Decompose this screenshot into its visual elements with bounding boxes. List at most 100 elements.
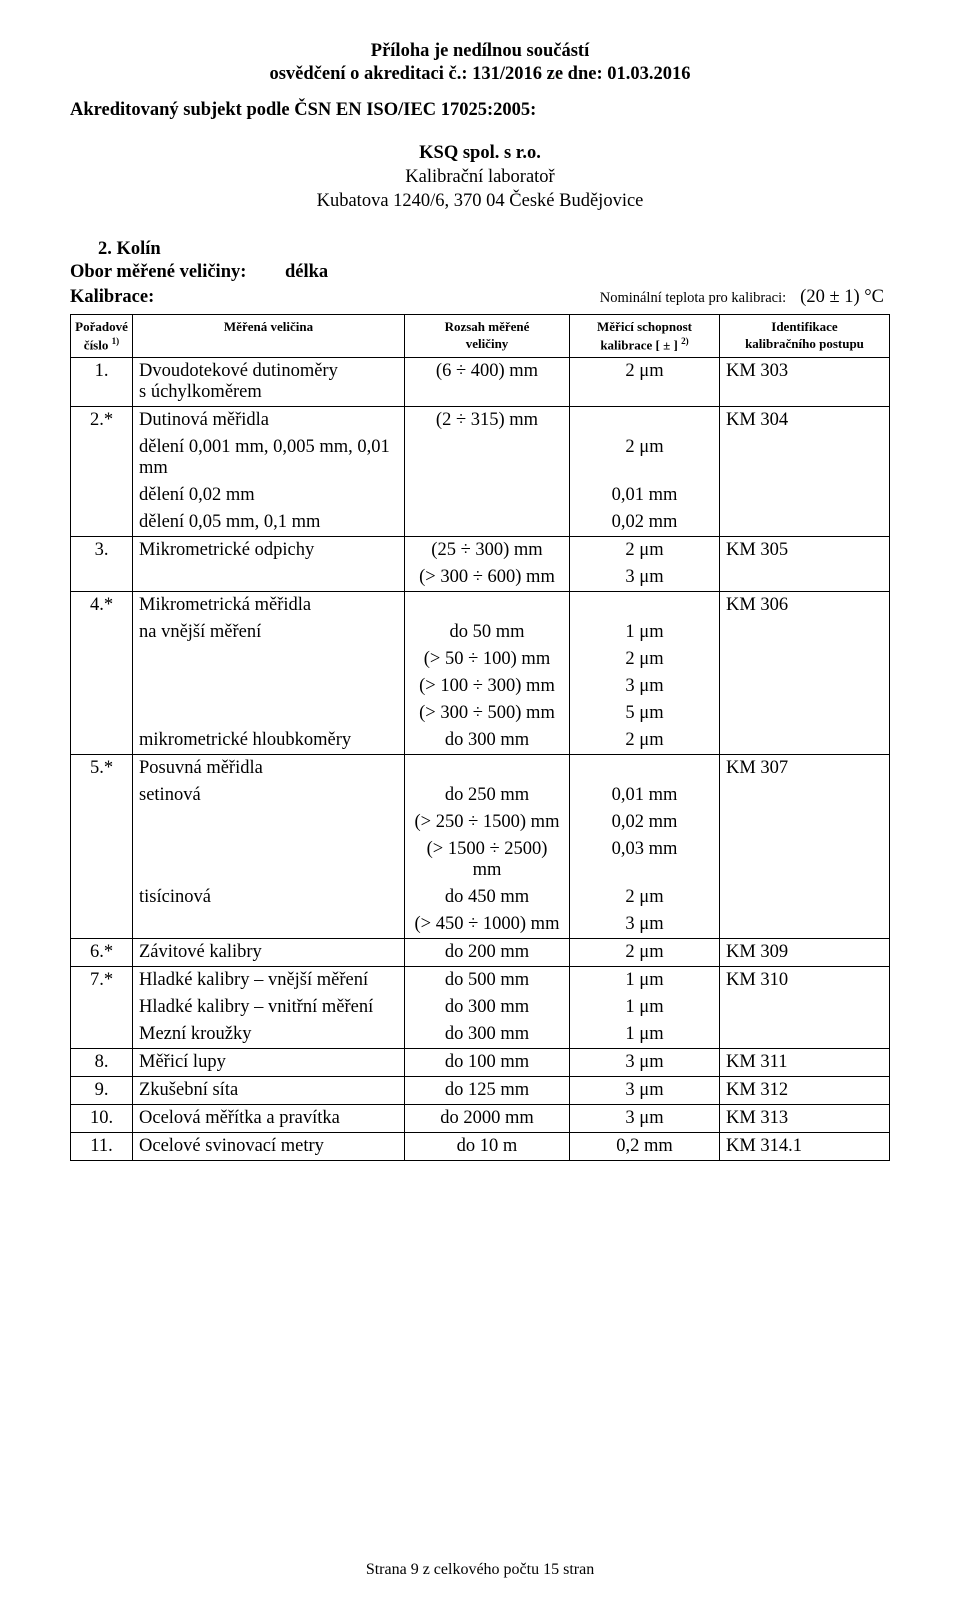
subrow-name: dělení 0,02 mm [133,482,405,509]
subrow-range: (> 300 ÷ 500) mm [405,700,570,727]
quantity-value: délka [285,260,328,285]
row-identifier: KM 303 [720,358,890,407]
row-range: (6 ÷ 400) mm [405,358,570,407]
subrow-capability: 2 μm [570,727,720,755]
row-capability: 2 μm [570,358,720,407]
col-header-range: Rozsah měřené veličiny [405,315,570,358]
subrow-range: do 300 mm [405,727,570,755]
table-row: 11.Ocelové svinovací metrydo 10 m0,2 mmK… [71,1133,890,1161]
subrow-name [133,911,405,939]
row-identifier: KM 310 [720,967,890,1049]
subrow-range: do 250 mm [405,782,570,809]
org-block: KSQ spol. s r.o. Kalibrační laboratoř Ku… [70,141,890,213]
row-capability [570,407,720,435]
quantity-label: Obor měřené veličiny: [70,260,285,285]
subrow-range [405,509,570,537]
row-identifier: KM 309 [720,939,890,967]
subrow-capability: 0,01 mm [570,482,720,509]
subrow-capability: 1 μm [570,619,720,646]
calibration-table: Pořadové číslo 1) Měřená veličina Rozsah… [70,314,890,1161]
col-header-name: Měřená veličina [133,315,405,358]
subrow-capability: 3 μm [570,564,720,592]
row-index: 5.* [71,755,133,939]
subrow-capability: 3 μm [570,673,720,700]
col5-line2: kalibračního postupu [745,336,864,351]
page-footer: Strana 9 z celkového počtu 15 stran [0,1561,960,1579]
subrow-name [133,809,405,836]
row-range: do 500 mm [405,967,570,995]
subrow-range: (> 50 ÷ 100) mm [405,646,570,673]
table-row: 9.Zkušební sítado 125 mm3 μmKM 312 [71,1077,890,1105]
row-name: Závitové kalibry [133,939,405,967]
row-range [405,592,570,620]
row-name: Mikrometrické odpichy [133,537,405,565]
row-capability: 1 μm [570,967,720,995]
subrow-name: setinová [133,782,405,809]
table-header-row: Pořadové číslo 1) Měřená veličina Rozsah… [71,315,890,358]
table-row: 8.Měřicí lupydo 100 mm3 μmKM 311 [71,1049,890,1077]
row-range: do 10 m [405,1133,570,1161]
subrow-capability: 2 μm [570,884,720,911]
temp-value: (20 ± 1) °C [800,285,884,310]
row-identifier: KM 306 [720,592,890,755]
col1-line2: číslo [84,337,112,352]
row-index: 2.* [71,407,133,537]
row-index: 3. [71,537,133,592]
row-index: 9. [71,1077,133,1105]
subrow-range [405,434,570,482]
row-capability: 2 μm [570,537,720,565]
row-name: Posuvná měřidla [133,755,405,783]
table-row: 3.Mikrometrické odpichy(25 ÷ 300) mm2 μm… [71,537,890,565]
row-index: 11. [71,1133,133,1161]
page: Příloha je nedílnou součástí osvědčení o… [0,0,960,1613]
subrow-name [133,564,405,592]
org-address: Kubatova 1240/6, 370 04 České Budějovice [70,189,890,213]
calib-label: Kalibrace: [70,285,285,310]
row-name: Dvoudotekové dutinoměry s úchylkoměrem [133,358,405,407]
subrow-range: do 50 mm [405,619,570,646]
subrow-name: mikrometrické hloubkoměry [133,727,405,755]
org-lab: Kalibrační laboratoř [70,165,890,189]
meta-rows: Obor měřené veličiny: délka Kalibrace: N… [70,260,890,310]
row-index: 10. [71,1105,133,1133]
row-index: 1. [71,358,133,407]
subrow-name [133,700,405,727]
subrow-name [133,673,405,700]
subrow-name: dělení 0,05 mm, 0,1 mm [133,509,405,537]
col4-line1: Měřicí schopnost [597,319,692,334]
subrow-range: do 450 mm [405,884,570,911]
row-identifier: KM 305 [720,537,890,592]
table-row: 5.*Posuvná měřidlaKM 307 [71,755,890,783]
table-row: 6.*Závitové kalibrydo 200 mm2 μmKM 309 [71,939,890,967]
table-row: 1.Dvoudotekové dutinoměry s úchylkoměrem… [71,358,890,407]
row-index: 8. [71,1049,133,1077]
row-range: do 200 mm [405,939,570,967]
subrow-capability: 0,01 mm [570,782,720,809]
row-capability [570,592,720,620]
col5-line1: Identifikace [771,319,837,334]
subrow-capability: 3 μm [570,911,720,939]
subrow-capability: 0,02 mm [570,809,720,836]
header-line-2: osvědčení o akreditaci č.: 131/2016 ze d… [70,63,890,86]
row-name: Dutinová měřidla [133,407,405,435]
row-range: do 125 mm [405,1077,570,1105]
row-capability: 3 μm [570,1049,720,1077]
row-capability [570,755,720,783]
row-range: (2 ÷ 315) mm [405,407,570,435]
subrow-range: (> 300 ÷ 600) mm [405,564,570,592]
nominal-text: Nominální teplota pro kalibraci: [600,285,786,309]
subrow-range [405,482,570,509]
row-capability: 0,2 mm [570,1133,720,1161]
col1-sup: 1) [112,336,120,346]
col3-line2: veličiny [466,336,509,351]
row-range [405,755,570,783]
row-name: Ocelová měřítka a pravítka [133,1105,405,1133]
row-index: 7.* [71,967,133,1049]
col-header-id: Identifikace kalibračního postupu [720,315,890,358]
subrow-name: tisícinová [133,884,405,911]
row-range: do 100 mm [405,1049,570,1077]
subrow-capability: 0,03 mm [570,836,720,884]
col4-sup: 2) [681,336,689,346]
col1-line1: Pořadové [75,319,128,334]
col-header-capability: Měřicí schopnost kalibrace [ ± ] 2) [570,315,720,358]
